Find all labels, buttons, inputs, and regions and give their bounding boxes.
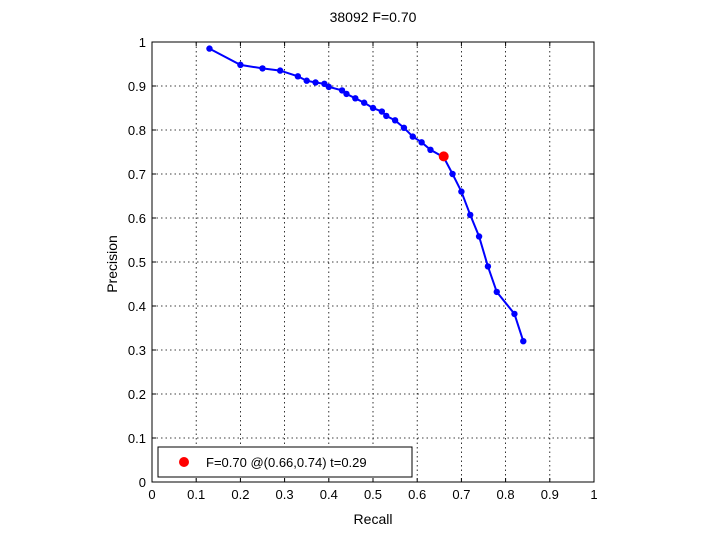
- data-point: [493, 288, 500, 296]
- y-tick-label: 0.8: [128, 123, 146, 138]
- y-axis-label: Precision: [104, 235, 120, 293]
- data-point: [383, 112, 390, 120]
- y-tick-label: 0.6: [128, 211, 146, 226]
- best-f-point: [438, 151, 449, 162]
- x-tick-label: 1: [590, 487, 597, 502]
- legend-text: F=0.70 @(0.66,0.74) t=0.29: [206, 455, 367, 470]
- y-tick-label: 0.2: [128, 387, 146, 402]
- y-tick-label: 0.5: [128, 255, 146, 270]
- data-point: [343, 90, 350, 98]
- data-point: [409, 133, 416, 140]
- data-point: [484, 263, 492, 270]
- data-point: [325, 83, 332, 91]
- data-point: [418, 139, 425, 146]
- series-layer: [206, 45, 527, 345]
- x-tick-label: 0.3: [276, 487, 294, 502]
- legend-marker: [179, 457, 189, 467]
- grid-lines: [152, 42, 594, 482]
- y-tick-label: 0.9: [128, 79, 146, 94]
- data-point: [237, 61, 244, 69]
- x-tick-label: 0.2: [231, 487, 249, 502]
- data-point: [475, 233, 483, 240]
- data-point: [520, 338, 527, 345]
- x-tick-label: 0: [148, 487, 155, 502]
- x-axis-label: Recall: [354, 511, 393, 527]
- data-point: [391, 117, 399, 124]
- y-tick-label: 0.4: [128, 299, 146, 314]
- x-tick-label: 0.6: [408, 487, 426, 502]
- data-point: [511, 310, 518, 318]
- data-point: [427, 146, 434, 153]
- chart-title: 38092 F=0.70: [330, 9, 417, 25]
- legend: F=0.70 @(0.66,0.74) t=0.29: [157, 446, 413, 478]
- data-point: [338, 87, 346, 94]
- data-point: [303, 77, 310, 84]
- x-tick-label: 0.9: [541, 487, 559, 502]
- y-tick-label: 0: [139, 475, 146, 490]
- data-point: [259, 65, 266, 72]
- data-point: [206, 45, 213, 52]
- data-point: [449, 170, 456, 178]
- data-point: [467, 211, 474, 219]
- x-tick-label: 0.5: [364, 487, 382, 502]
- series-line: [208, 47, 525, 342]
- data-point: [352, 95, 359, 102]
- data-point: [312, 79, 319, 86]
- data-point: [276, 67, 284, 74]
- x-tick-label: 0.4: [320, 487, 338, 502]
- data-point: [400, 124, 408, 131]
- x-tick-label: 0.1: [187, 487, 205, 502]
- x-tick-label: 0.7: [452, 487, 470, 502]
- axis-ticks: 0 0.1 0.2 0.3 0.4 0.5 0.6 0.7 0.8 0.9 1 0 0.1 0.2 0.3 0…: [128, 35, 598, 502]
- data-point: [378, 108, 386, 115]
- data-point: [369, 104, 377, 112]
- legend-box: [157, 446, 413, 478]
- data-point: [294, 73, 302, 80]
- data-point: [360, 99, 368, 106]
- y-tick-label: 0.1: [128, 431, 146, 446]
- y-tick-label: 0.7: [128, 167, 146, 182]
- data-point: [458, 188, 465, 195]
- y-tick-label: 0.3: [128, 343, 146, 358]
- x-tick-label: 0.8: [497, 487, 515, 502]
- y-tick-label: 1: [139, 35, 146, 50]
